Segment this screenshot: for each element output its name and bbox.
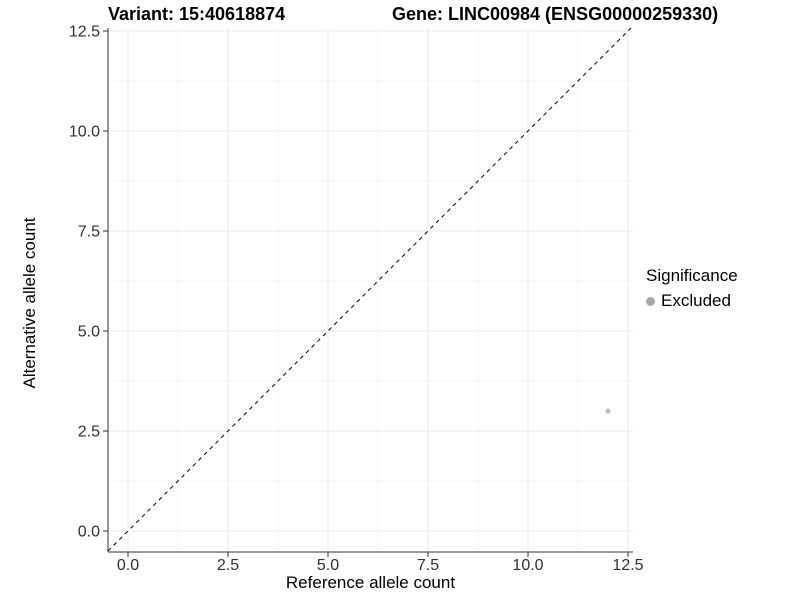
identity-line [107,27,632,552]
panel-background [108,28,633,552]
y-tick-label: 5.0 [78,324,100,341]
x-tick-label: 7.5 [417,557,439,574]
legend-item-excluded: Excluded [646,291,738,311]
y-tick-label: 2.5 [78,424,100,441]
legend-title: Significance [646,266,738,285]
y-tick-label: 12.5 [69,24,100,41]
x-axis-title: Reference allele count [285,573,456,592]
plot-title-variant: Variant: 15:40618874 [108,4,286,24]
x-tick-label: 2.5 [217,557,239,574]
x-tick-label: 0.0 [117,557,139,574]
y-tick-label: 0.0 [78,524,100,541]
legend-key-dot [646,296,655,306]
y-tick-label: 7.5 [78,224,100,241]
x-tick-label: 10.0 [512,557,543,574]
y-axis-title: Alternative allele count [20,217,39,389]
data-point [605,408,611,414]
y-tick-label: 10.0 [69,124,100,141]
x-tick-label: 12.5 [612,557,643,574]
legend-item-label: Excluded [661,291,731,310]
legend: Significance Excluded [646,266,738,311]
plot-title-gene: Gene: LINC00984 (ENSG00000259330) [392,4,719,24]
x-tick-label: 5.0 [317,557,339,574]
